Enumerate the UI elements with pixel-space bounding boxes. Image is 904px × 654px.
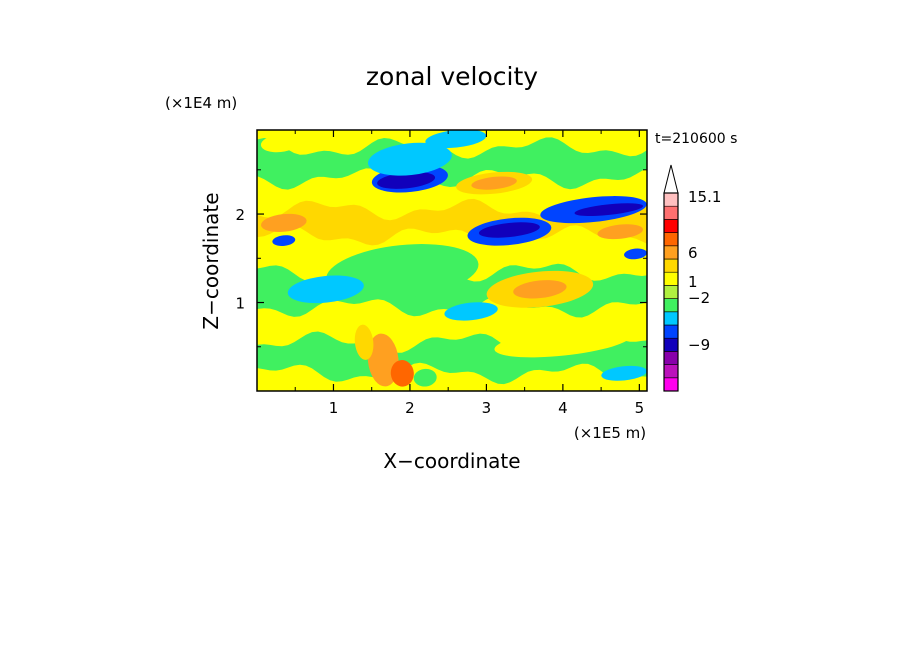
colorbar-swatch (663, 271, 679, 286)
contour-feature (354, 324, 374, 360)
colorbar-swatch (663, 298, 679, 313)
colorbar-swatch (663, 351, 679, 365)
x-tick-label: 3 (482, 399, 492, 417)
contour-feature (444, 302, 498, 321)
y-tick-label: 2 (235, 206, 245, 224)
colorbar-swatch (663, 258, 679, 273)
contour-feature (261, 213, 307, 232)
y-tick-label: 1 (235, 295, 245, 313)
time-label: t=210600 s (655, 131, 737, 147)
contour-feature (471, 176, 517, 190)
x-unit-label: (×1E5 m) (574, 424, 646, 442)
contour-field (257, 130, 647, 391)
contour-feature (272, 235, 296, 247)
contour-feature (377, 171, 436, 189)
contour-feature (574, 203, 644, 216)
x-axis-label: X−coordinate (383, 449, 520, 473)
colorbar-swatch (663, 219, 679, 233)
colorbar-swatch (663, 232, 679, 247)
contour-feature (390, 360, 414, 387)
colorbar-swatch (663, 192, 679, 207)
contour-feature (425, 130, 487, 149)
contour-feature (326, 244, 479, 300)
colorbar-swatch (663, 285, 679, 299)
colorbar-swatch (663, 324, 679, 339)
colorbar-label: −9 (688, 336, 710, 354)
y-axis-label: Z−coordinate (199, 192, 223, 329)
colorbar: 15.1 6 1−2 −9 (663, 164, 721, 392)
contour-feature (597, 224, 643, 240)
contour-feature (494, 327, 632, 358)
y-unit-label: (×1E4 m) (165, 94, 237, 112)
x-tick-label: 2 (405, 399, 415, 417)
y-axis: 12 (235, 169, 647, 348)
colorbar-swatch (663, 337, 679, 352)
contour-band (257, 362, 647, 391)
colorbar-swatch (663, 311, 679, 326)
contour-feature (478, 222, 540, 238)
contour-feature (367, 142, 452, 176)
colorbar-swatch (663, 245, 679, 260)
colorbar-label: 15.1 (688, 188, 721, 206)
colorbar-label: −2 (688, 289, 710, 307)
colorbar-swatch (663, 377, 679, 392)
contour-feature (413, 368, 437, 387)
contour-feature (624, 248, 647, 260)
contour-feature (287, 275, 364, 304)
plot-frame (256, 129, 648, 392)
chart-title: zonal velocity (366, 62, 538, 91)
contour-feature (260, 134, 299, 153)
x-tick-label: 5 (635, 399, 645, 417)
contour-feature (513, 280, 567, 299)
x-tick-label: 4 (558, 399, 568, 417)
colorbar-swatch (663, 205, 679, 220)
colorbar-frame (663, 192, 679, 392)
contour-feature (601, 365, 647, 381)
colorbar-label: 6 (688, 244, 698, 262)
colorbar-swatch (663, 364, 679, 379)
colorbar-extend-triangle (663, 164, 679, 194)
colorbar-label: 1 (688, 273, 698, 291)
x-tick-label: 1 (329, 399, 339, 417)
x-axis: 1 2 3 4 5 (294, 130, 645, 417)
